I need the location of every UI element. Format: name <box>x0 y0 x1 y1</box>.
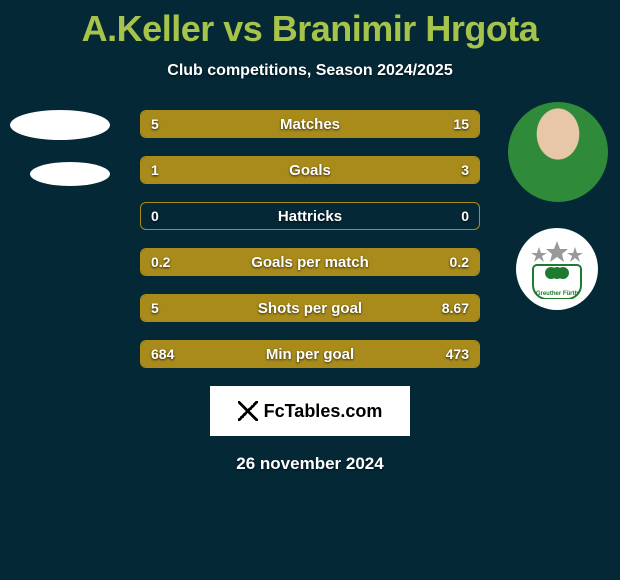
stat-row: 515Matches <box>140 110 480 138</box>
stat-bars: 515Matches 13Goals 0 0Hattricks 0.20.2Goals … <box>140 110 480 368</box>
stat-row: 0 0Hattricks <box>140 202 480 230</box>
club-badge-icon: Greuther Fürth <box>527 239 587 299</box>
stat-value-left: 0 <box>141 203 169 229</box>
stat-row: 0.20.2Goals per match <box>140 248 480 276</box>
stat-row: 684473Min per goal <box>140 340 480 368</box>
stat-fill-right <box>341 341 479 367</box>
svg-text:Greuther Fürth: Greuther Fürth <box>536 291 579 297</box>
player-left-club-placeholder <box>30 162 110 186</box>
branding-text: FcTables.com <box>264 401 383 422</box>
branding-badge: FcTables.com <box>210 386 410 436</box>
player-left-avatar-placeholder <box>10 110 110 140</box>
stat-row: 13Goals <box>140 156 480 184</box>
stat-label: Hattricks <box>141 203 479 229</box>
comparison-date: 26 november 2024 <box>0 454 620 474</box>
stat-row: 58.67Shots per goal <box>140 294 480 322</box>
stat-value-right: 0 <box>451 203 479 229</box>
stat-fill-right <box>265 295 479 321</box>
player-right-avatar-image <box>508 102 608 202</box>
stat-fill-left <box>141 249 310 275</box>
stat-fill-left <box>141 295 265 321</box>
player-right-avatar <box>508 102 608 202</box>
fctables-icon <box>238 401 258 421</box>
stat-fill-right <box>310 249 479 275</box>
stat-fill-left <box>141 157 226 183</box>
player-right-club-badge: Greuther Fürth <box>516 228 598 310</box>
stat-fill-left <box>141 341 341 367</box>
stat-fill-left <box>141 111 226 137</box>
comparison-content: Greuther Fürth 515Matches 13Goals 0 0Hattri… <box>0 110 620 368</box>
stat-fill-right <box>226 157 480 183</box>
comparison-title: A.Keller vs Branimir Hrgota <box>0 0 620 50</box>
comparison-subtitle: Club competitions, Season 2024/2025 <box>0 62 620 80</box>
stat-fill-right <box>226 111 480 137</box>
